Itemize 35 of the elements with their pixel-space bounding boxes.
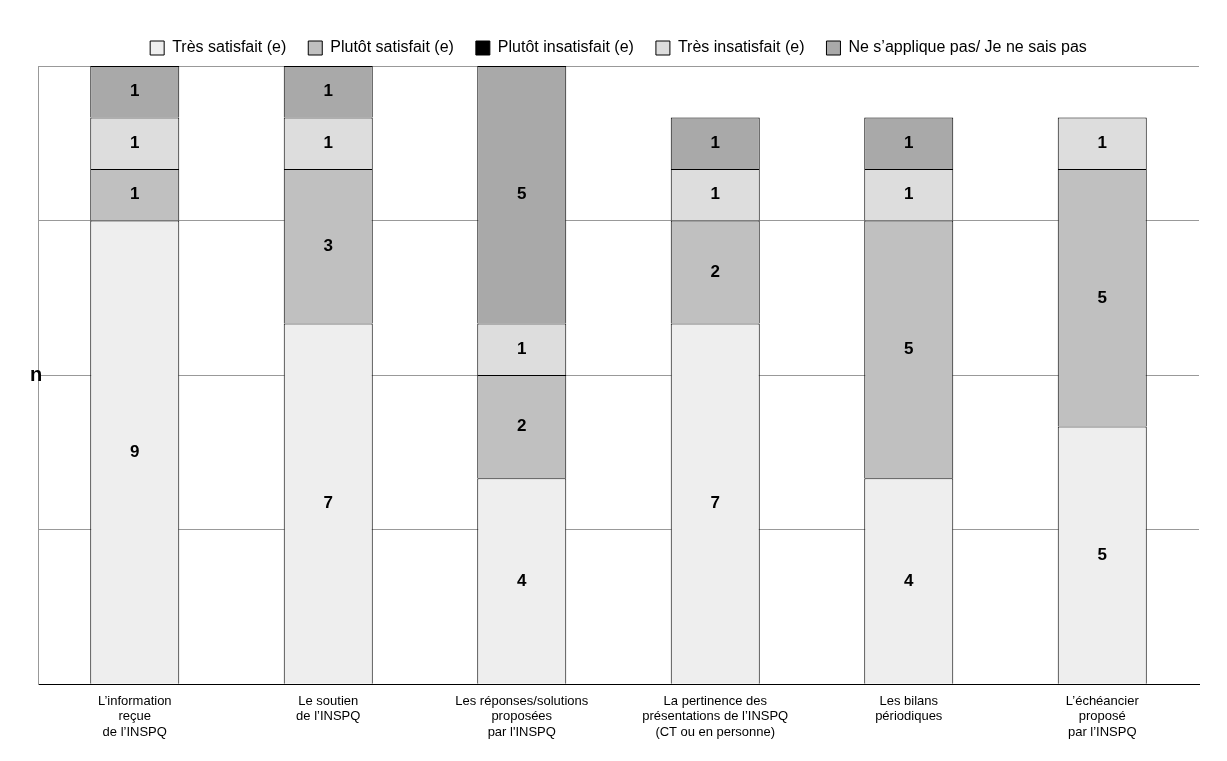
data-label: 7 [710, 493, 720, 513]
data-label: 4 [904, 570, 915, 590]
data-label: 1 [323, 81, 333, 101]
data-label: 1 [904, 184, 914, 204]
y-axis-title: n [29, 362, 43, 385]
data-label: 5 [517, 184, 527, 204]
x-tick-label: Les réponses/solutions proposées par l'INSPQ [455, 692, 589, 739]
legend-label: Plutôt satisfait (e) [330, 38, 454, 56]
data-label: 7 [323, 493, 333, 513]
legend-label: Très insatisfait (e) [677, 38, 805, 56]
data-label: 1 [710, 184, 720, 204]
x-tick-label: La pertinence des présentations de l’INSPQ (CT ou en personne) [642, 692, 789, 739]
data-label: 5 [1097, 544, 1107, 564]
data-label: 4 [517, 570, 528, 590]
data-label: 1 [323, 132, 333, 152]
data-label: 5 [1097, 287, 1107, 307]
legend-label: Ne s’applique pas/ Je ne sais pas [848, 38, 1087, 56]
x-tick-label: L’information reçue de l’INSPQ [97, 692, 172, 739]
data-label: 9 [130, 441, 140, 461]
data-label: 1 [1097, 132, 1107, 152]
data-label: 1 [130, 132, 140, 152]
legend-label: Plutôt insatisfait (e) [497, 38, 634, 56]
data-label: 1 [130, 81, 140, 101]
data-label: 1 [130, 184, 140, 204]
data-label: 2 [710, 261, 720, 281]
data-label: 2 [517, 416, 527, 436]
data-label: 5 [904, 339, 914, 359]
data-label: 1 [904, 132, 914, 152]
data-label: 1 [517, 339, 527, 359]
legend-label: Très satisfait (e) [172, 38, 287, 56]
data-label: 3 [323, 236, 333, 255]
data-label: 1 [710, 132, 720, 152]
x-tick-label: L’échéancier proposé par l’INSPQ [1065, 692, 1140, 739]
x-tick-label: Le soutien de l’INSPQ [296, 692, 361, 724]
x-tick-label: Les bilans périodiques [875, 692, 943, 724]
